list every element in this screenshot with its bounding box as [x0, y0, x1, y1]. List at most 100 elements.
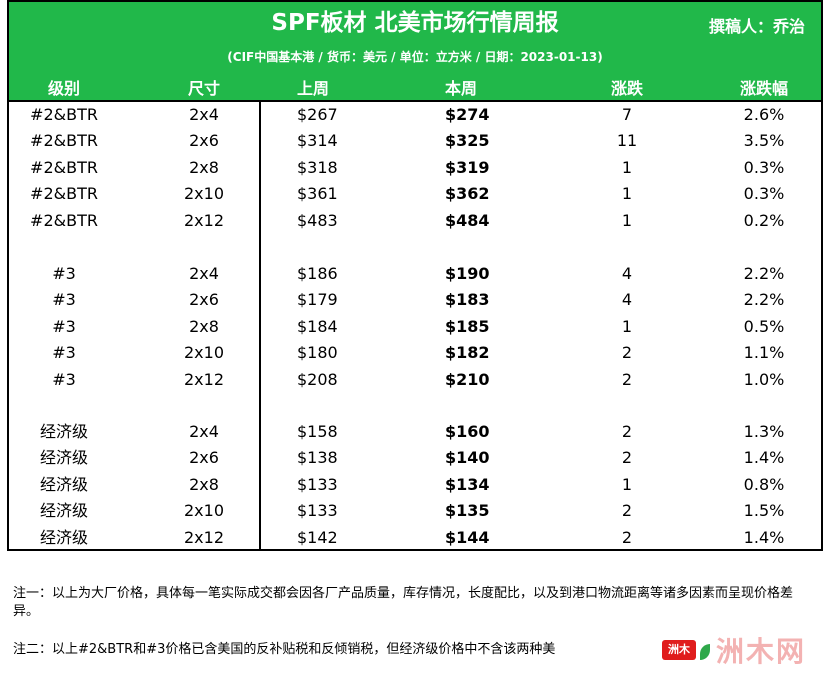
row-change: 11	[616, 131, 638, 151]
row-change-percent: 1.1%	[743, 343, 785, 363]
table-row: 经济级 2x8 $133 $134 1 0.8%	[9, 472, 821, 498]
row-last-week-price: $138	[297, 448, 338, 468]
row-last-week-price: $180	[297, 343, 338, 363]
column-header-change: 涨跌	[610, 79, 643, 98]
row-this-week-price: $185	[445, 316, 490, 336]
column-header-size: 尺寸	[187, 79, 220, 98]
row-last-week-price: $184	[297, 316, 338, 336]
table-row: 经济级 2x6 $138 $140 2 1.4%	[9, 445, 821, 471]
row-size: 2x12	[183, 369, 224, 389]
column-header-this-week: 本周	[445, 79, 478, 98]
row-grade: #2&BTR	[30, 131, 98, 151]
row-change: 2	[621, 501, 633, 521]
row-this-week-price: $140	[445, 448, 490, 468]
table-row: 经济级 2x12 $142 $144 2 1.4%	[9, 525, 821, 551]
row-last-week-price: $318	[297, 157, 338, 177]
row-size: 2x12	[183, 527, 224, 547]
row-this-week-price: $325	[445, 131, 490, 151]
row-size: 2x10	[183, 184, 224, 204]
table-row: #2&BTR 2x10 $361 $362 1 0.3%	[9, 181, 821, 207]
column-header-row: 级别 尺寸 上周 本周 涨跌 涨跌幅	[9, 78, 821, 100]
row-grade: 经济级	[39, 501, 88, 521]
table-row: #2&BTR 2x6 $314 $325 11 3.5%	[9, 128, 821, 154]
row-size: 2x4	[189, 264, 219, 283]
row-change: 2	[621, 343, 633, 363]
row-this-week-price: $135	[445, 501, 490, 521]
footnote-2: 注二：以上#2&BTR和#3价格已含美国的反补贴税和反倾销税，但经济级价格中不含…	[13, 642, 556, 657]
price-report-table: SPF板材 北美市场行情周报 撰稿人：乔治 (CIF中国基本港 / 货币：美元 …	[7, 0, 823, 551]
row-last-week-price: $186	[297, 264, 338, 283]
row-change-percent: 2.2%	[743, 264, 785, 283]
leaf-icon	[700, 644, 710, 660]
row-change: 1	[621, 157, 633, 177]
row-last-week-price: $142	[297, 527, 338, 547]
row-grade: #2&BTR	[30, 210, 98, 230]
row-size: 2x6	[189, 131, 219, 151]
row-change: 1	[621, 210, 633, 230]
row-size: 2x6	[189, 448, 219, 468]
row-last-week-price: $158	[297, 422, 338, 441]
row-change-percent: 1.5%	[743, 501, 785, 521]
row-size: 2x4	[189, 422, 219, 441]
row-size: 2x10	[183, 501, 224, 521]
row-size: 2x8	[189, 157, 219, 177]
watermark-text: 洲木网	[716, 635, 807, 668]
row-change-percent: 1.0%	[743, 369, 785, 389]
table-row: #3 2x12 $208 $210 2 1.0%	[9, 367, 821, 393]
row-change: 1	[621, 316, 633, 336]
author-label: 撰稿人：乔治	[708, 17, 805, 36]
table-row: 经济级 2x10 $133 $135 2 1.5%	[9, 498, 821, 524]
row-change-percent: 0.3%	[743, 157, 785, 177]
row-change: 2	[621, 527, 633, 547]
table-row: #2&BTR 2x8 $318 $319 1 0.3%	[9, 155, 821, 181]
column-header-change-percent: 涨跌幅	[739, 79, 788, 98]
row-grade: 经济级	[39, 474, 88, 494]
row-this-week-price: $134	[445, 474, 490, 494]
row-this-week-price: $160	[445, 422, 490, 441]
row-size: 2x6	[189, 290, 219, 310]
table-row: #2&BTR 2x12 $483 $484 1 0.2%	[9, 208, 821, 234]
row-this-week-price: $210	[445, 369, 490, 389]
row-change-percent: 0.3%	[743, 184, 785, 204]
row-change-percent: 1.3%	[743, 422, 785, 441]
row-last-week-price: $314	[297, 131, 338, 151]
row-grade: 经济级	[39, 422, 88, 441]
row-change: 1	[621, 474, 633, 494]
row-size: 2x12	[183, 210, 224, 230]
row-grade: #2&BTR	[30, 157, 98, 177]
row-change-percent: 1.4%	[743, 527, 785, 547]
row-this-week-price: $183	[445, 290, 490, 310]
table-row: #3 2x4 $186 $190 4 2.2%	[9, 261, 821, 287]
table-row: 经济级 2x4 $158 $160 2 1.3%	[9, 419, 821, 445]
row-last-week-price: $361	[297, 184, 338, 204]
row-this-week-price: $274	[445, 105, 490, 124]
row-last-week-price: $133	[297, 474, 338, 494]
row-change-percent: 1.4%	[743, 448, 785, 468]
column-header-grade: 级别	[47, 79, 80, 98]
row-grade: #2&BTR	[30, 184, 98, 204]
report-subtitle: (CIF中国基本港 / 货币：美元 / 单位：立方米 / 日期：2023-01-…	[227, 50, 603, 64]
row-this-week-price: $182	[445, 343, 490, 363]
column-header-last-week: 上周	[297, 79, 330, 98]
row-change: 1	[621, 184, 633, 204]
row-last-week-price: $267	[297, 105, 338, 124]
row-change-percent: 0.5%	[743, 316, 785, 336]
row-grade: 经济级	[39, 448, 88, 468]
row-grade: #2&BTR	[30, 105, 98, 124]
column-divider	[259, 102, 261, 549]
row-change: 4	[621, 290, 633, 310]
row-change: 2	[621, 448, 633, 468]
table-row: #3 2x8 $184 $185 1 0.5%	[9, 314, 821, 340]
report-header: SPF板材 北美市场行情周报 撰稿人：乔治 (CIF中国基本港 / 货币：美元 …	[9, 2, 821, 102]
row-last-week-price: $208	[297, 369, 338, 389]
row-this-week-price: $319	[445, 157, 490, 177]
row-change-percent: 3.5%	[743, 131, 785, 151]
row-grade: #3	[52, 264, 76, 283]
row-size: 2x8	[189, 474, 219, 494]
row-grade: #3	[52, 316, 76, 336]
row-change: 2	[621, 369, 633, 389]
table-row: #2&BTR 2x4 $267 $274 7 2.6%	[9, 102, 821, 128]
table-row: #3 2x10 $180 $182 2 1.1%	[9, 340, 821, 366]
report-title: SPF板材 北美市场行情周报	[271, 10, 559, 36]
row-change: 7	[621, 105, 633, 124]
